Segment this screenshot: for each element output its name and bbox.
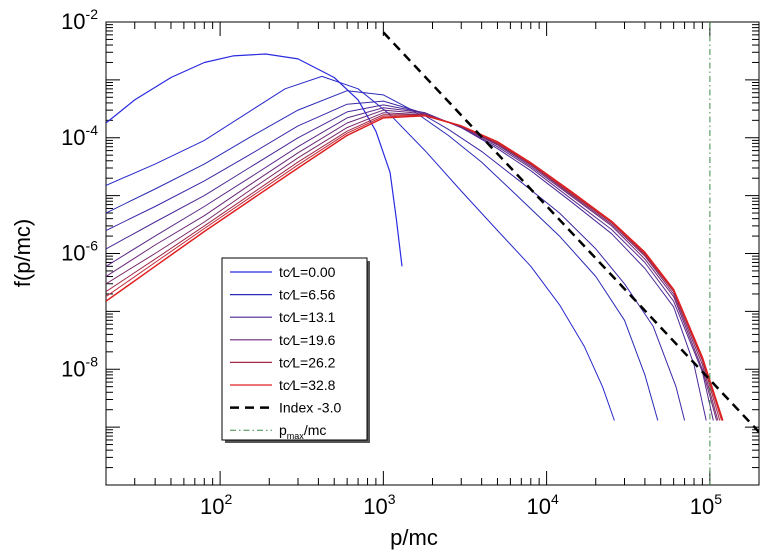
legend-entry-label: tc⁄L=32.8: [279, 377, 336, 393]
series-line: [106, 75, 615, 421]
plot-frame: [105, 21, 760, 486]
legend-entry-label: tc⁄L=0.00: [279, 264, 336, 280]
y-tick-label: 10-2: [61, 6, 98, 34]
legend-entry-label: Index -3.0: [279, 400, 341, 416]
legend-entry-label: tc⁄L=19.6: [279, 332, 336, 348]
y-tick-label: 10-4: [61, 122, 98, 150]
series-line: [106, 53, 403, 267]
y-tick-label: 10-8: [61, 353, 98, 381]
x-tick-label: 102: [200, 491, 232, 519]
y-axis-label: f(p/mc): [10, 219, 35, 287]
series-line: [382, 31, 759, 433]
tick-labels: 102 103 104 105 10-2 10-4 10-6 10-8: [61, 6, 722, 519]
series-line: [106, 114, 724, 421]
x-tick-label: 103: [363, 491, 395, 519]
series-line: [106, 107, 714, 421]
legend-entry-label: tc⁄L=6.56: [279, 287, 336, 303]
legend-entry-label: tc⁄L=26.2: [279, 354, 336, 370]
legend-entry-label: tc⁄L=13.1: [279, 309, 336, 325]
x-axis-label: p/mc: [390, 525, 438, 550]
legend-entry-label: pmax/mc: [279, 422, 326, 441]
y-tick-label: 10-6: [61, 238, 98, 266]
x-tick-label: 104: [526, 491, 558, 519]
series-layer: [106, 22, 759, 485]
legend-box: [221, 257, 368, 441]
axis-ticks: [105, 21, 760, 486]
x-tick-label: 105: [690, 491, 722, 519]
series-line: [106, 90, 659, 421]
legend: tc⁄L=0.00 tc⁄L=6.56 tc⁄L=13.1 tc⁄L=19.6 tc⁄L…: [221, 257, 370, 443]
